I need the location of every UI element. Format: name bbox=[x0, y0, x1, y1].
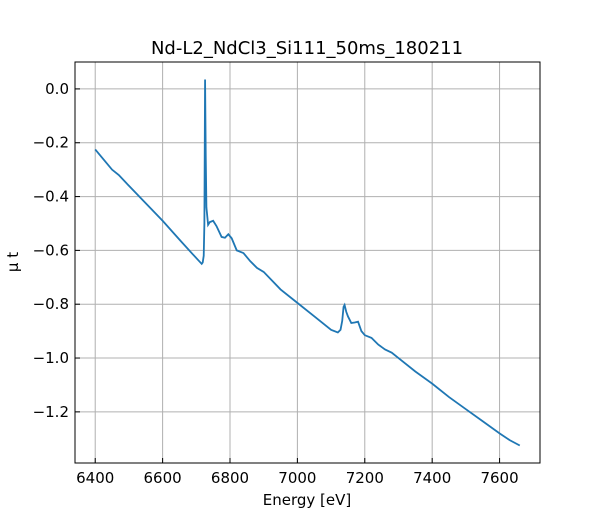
x-tick-label: 7000 bbox=[278, 469, 316, 487]
x-axis-ticks: 6400 6600 6800 7000 7200 7400 7600 bbox=[76, 458, 519, 487]
x-tick-label: 7600 bbox=[480, 469, 518, 487]
chart-title: Nd-L2_NdCl3_Si111_50ms_180211 bbox=[151, 38, 463, 59]
plot-frame bbox=[74, 61, 541, 464]
x-tick-label: 7200 bbox=[346, 469, 384, 487]
x-tick-label: 6600 bbox=[144, 469, 182, 487]
y-tick-label: −1.2 bbox=[33, 403, 69, 421]
y-tick-label: −0.8 bbox=[33, 295, 69, 313]
y-tick-label: −0.2 bbox=[33, 134, 69, 152]
x-tick-label: 6800 bbox=[211, 469, 249, 487]
y-tick-label: −0.4 bbox=[33, 188, 69, 206]
y-tick-label: −1.0 bbox=[33, 349, 69, 367]
y-axis-ticks: 0.0 −0.2 −0.4 −0.6 −0.8 −1.0 −1.2 bbox=[33, 80, 80, 421]
series-line bbox=[94, 79, 521, 447]
x-tick-label: 7400 bbox=[413, 469, 451, 487]
y-tick-label: 0.0 bbox=[45, 80, 69, 98]
x-tick-label: 6400 bbox=[76, 469, 114, 487]
y-axis-label: μ t bbox=[4, 252, 22, 272]
grid-lines bbox=[75, 62, 540, 463]
x-axis-label: Energy [eV] bbox=[263, 491, 351, 509]
y-tick-label: −0.6 bbox=[33, 241, 69, 259]
